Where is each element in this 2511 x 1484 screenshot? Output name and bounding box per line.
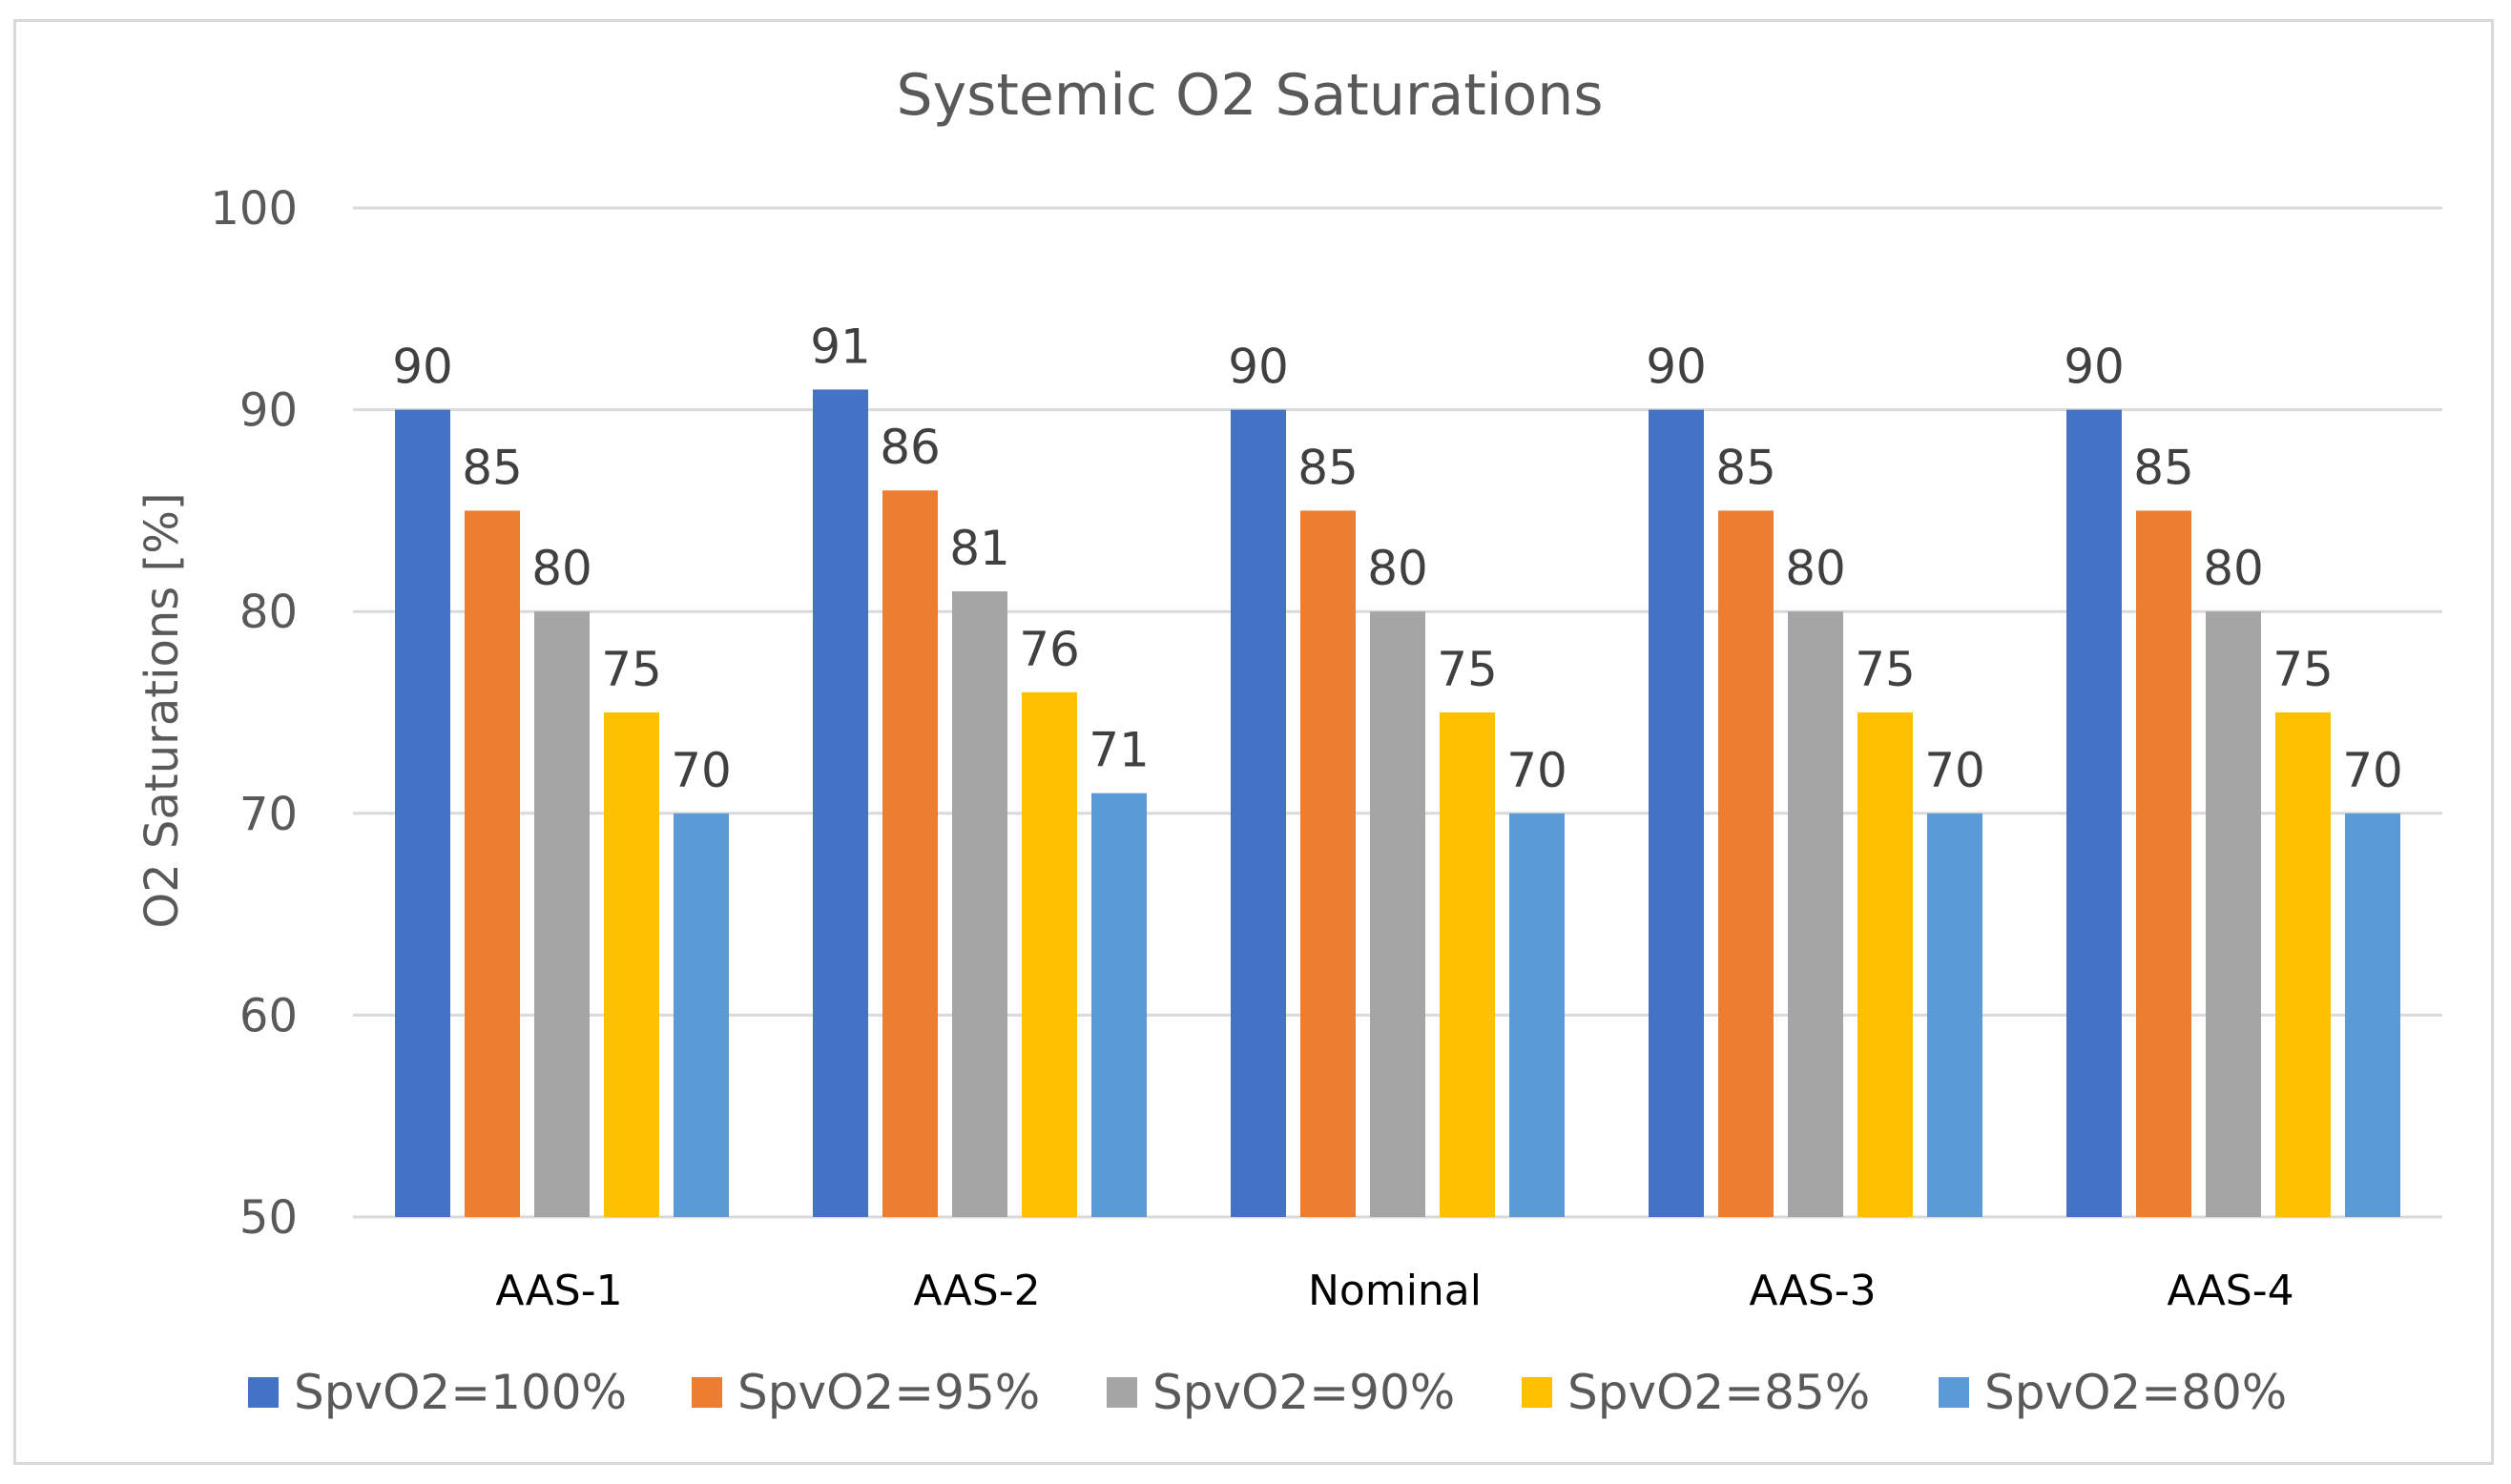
bar xyxy=(2345,813,2400,1217)
legend-label: SpvO2=100% xyxy=(294,1365,627,1420)
legend-item: SpvO2=80% xyxy=(1939,1365,2287,1420)
data-label: 90 xyxy=(392,340,453,395)
data-label: 75 xyxy=(1855,642,1916,697)
data-label: 85 xyxy=(2133,440,2194,495)
bar xyxy=(1509,813,1565,1217)
x-axis-categories: AAS-1 AAS-2 Nominal AAS-3 AAS-4 xyxy=(495,1267,2293,1315)
legend-item: SpvO2=85% xyxy=(1522,1365,1870,1420)
bar xyxy=(1927,813,1982,1217)
y-tick-label: 80 xyxy=(239,586,298,639)
legend-swatch xyxy=(1939,1377,1969,1408)
legend-label: SpvO2=80% xyxy=(1984,1365,2287,1420)
x-tick-label: AAS-3 xyxy=(1749,1267,1876,1315)
bar xyxy=(1370,611,1425,1217)
bar xyxy=(674,813,729,1217)
bar xyxy=(2206,611,2261,1217)
legend-swatch xyxy=(1107,1377,1137,1408)
y-tick-label: 90 xyxy=(239,384,298,438)
bar xyxy=(465,510,520,1217)
bar xyxy=(395,409,450,1218)
data-label: 70 xyxy=(671,743,732,798)
legend-label: SpvO2=90% xyxy=(1152,1365,1455,1420)
bar xyxy=(534,611,590,1217)
data-label: 86 xyxy=(880,420,941,475)
bar xyxy=(1300,510,1356,1217)
bar xyxy=(1788,611,1843,1217)
data-label: 71 xyxy=(1089,723,1150,778)
data-label: 91 xyxy=(810,319,871,374)
bar xyxy=(813,389,868,1217)
bar xyxy=(2136,510,2191,1217)
x-tick-label: AAS-1 xyxy=(495,1267,622,1315)
legend-label: SpvO2=95% xyxy=(737,1365,1040,1420)
bars xyxy=(395,389,2400,1218)
legend: SpvO2=100% SpvO2=95% SpvO2=90% SpvO2=85% Spv… xyxy=(248,1365,2287,1420)
legend-item: SpvO2=95% xyxy=(692,1365,1040,1420)
data-labels: 9085807570918681767190858075709085807570… xyxy=(392,319,2403,797)
y-tick-label: 50 xyxy=(239,1191,298,1245)
bar xyxy=(1440,712,1495,1217)
data-label: 90 xyxy=(2064,340,2125,395)
data-label: 75 xyxy=(1437,642,1498,697)
bar xyxy=(1718,510,1774,1217)
bar xyxy=(1091,793,1147,1217)
data-label: 80 xyxy=(1785,541,1846,596)
chart-title: Systemic O2 Saturations xyxy=(897,62,1604,129)
data-label: 80 xyxy=(531,541,592,596)
data-label: 75 xyxy=(2272,642,2334,697)
data-label: 85 xyxy=(1715,440,1776,495)
legend-swatch xyxy=(1522,1377,1552,1408)
bar xyxy=(2275,712,2331,1217)
x-tick-label: AAS-4 xyxy=(2167,1267,2293,1315)
data-label: 81 xyxy=(949,521,1010,576)
x-tick-label: Nominal xyxy=(1308,1267,1482,1315)
bar xyxy=(2066,409,2122,1218)
data-label: 70 xyxy=(1506,743,1567,798)
bar xyxy=(1231,409,1286,1218)
data-label: 70 xyxy=(1924,743,1985,798)
data-label: 76 xyxy=(1019,622,1080,677)
data-label: 90 xyxy=(1646,340,1707,395)
data-label: 80 xyxy=(2203,541,2264,596)
data-label: 85 xyxy=(1297,440,1359,495)
bar xyxy=(604,712,659,1217)
x-tick-label: AAS-2 xyxy=(913,1267,1040,1315)
bar xyxy=(952,591,1007,1217)
data-label: 75 xyxy=(601,642,662,697)
y-tick-label: 70 xyxy=(239,788,298,841)
bar xyxy=(882,490,938,1217)
bar xyxy=(1649,409,1704,1218)
bar xyxy=(1022,691,1077,1217)
data-label: 90 xyxy=(1228,340,1289,395)
legend-item: SpvO2=90% xyxy=(1107,1365,1455,1420)
legend-swatch xyxy=(692,1377,722,1408)
y-tick-label: 100 xyxy=(210,182,298,236)
legend-label: SpvO2=85% xyxy=(1567,1365,1870,1420)
data-label: 85 xyxy=(462,440,523,495)
data-label: 70 xyxy=(2342,743,2403,798)
data-label: 80 xyxy=(1367,541,1428,596)
legend-item: SpvO2=100% xyxy=(248,1365,627,1420)
legend-swatch xyxy=(248,1377,279,1408)
y-axis-ticks: 50 60 70 80 90 100 xyxy=(210,182,298,1245)
y-tick-label: 60 xyxy=(239,989,298,1042)
bar xyxy=(1857,712,1913,1217)
y-axis-title: O2 Saturations [%] xyxy=(135,492,189,928)
